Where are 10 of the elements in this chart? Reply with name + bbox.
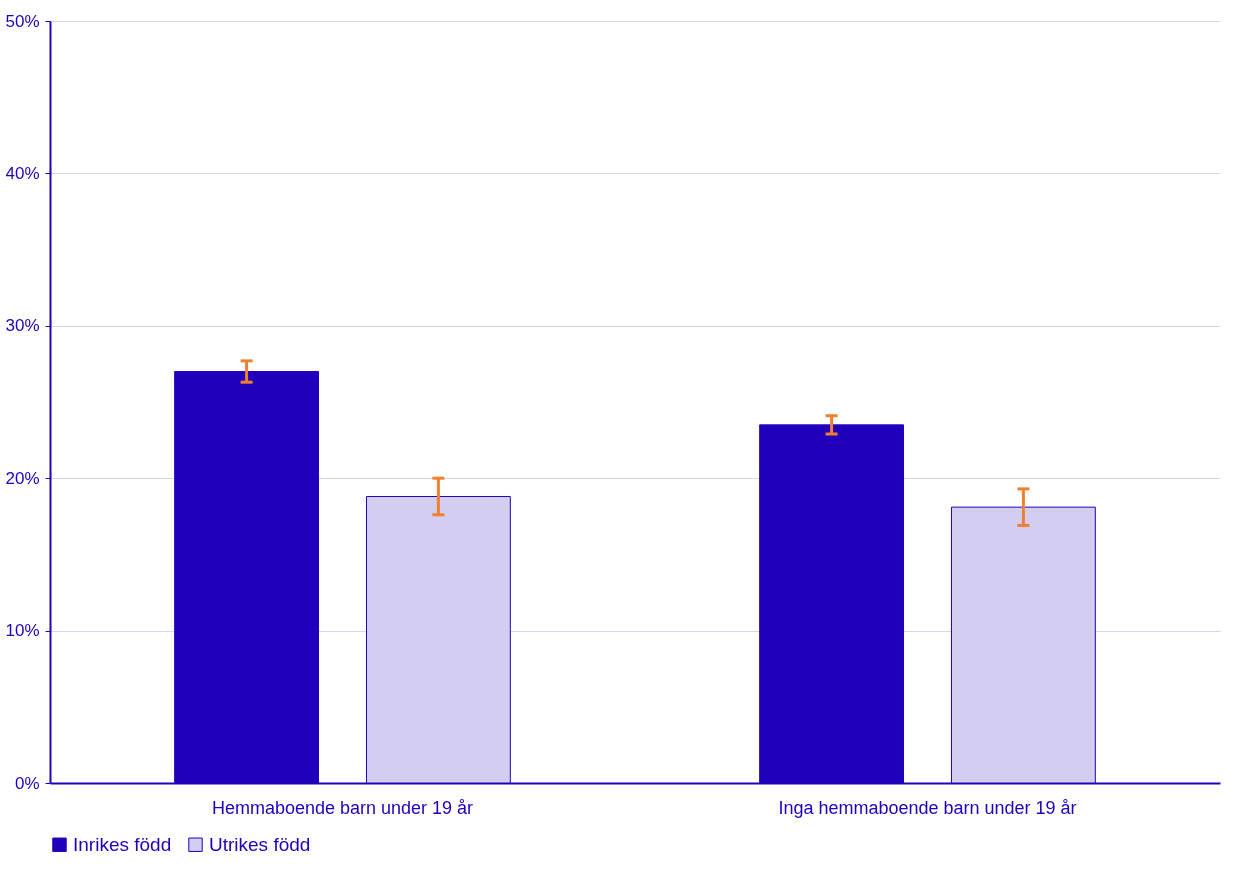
y-tick-label: 10% bbox=[5, 621, 40, 641]
y-tick-label: 30% bbox=[5, 316, 40, 336]
legend-label: Inrikes född bbox=[73, 833, 172, 855]
legend-label: Utrikes född bbox=[209, 833, 311, 855]
y-tick-label: 50% bbox=[5, 11, 40, 31]
y-tick-label: 20% bbox=[5, 468, 40, 488]
x-tick-label: Hemmaboende barn under 19 år bbox=[211, 797, 474, 818]
y-tick-label: 0% bbox=[14, 773, 40, 793]
y-tick-label: 40% bbox=[5, 163, 40, 183]
x-tick-label: Inga hemmaboende barn under 19 år bbox=[778, 797, 1077, 818]
